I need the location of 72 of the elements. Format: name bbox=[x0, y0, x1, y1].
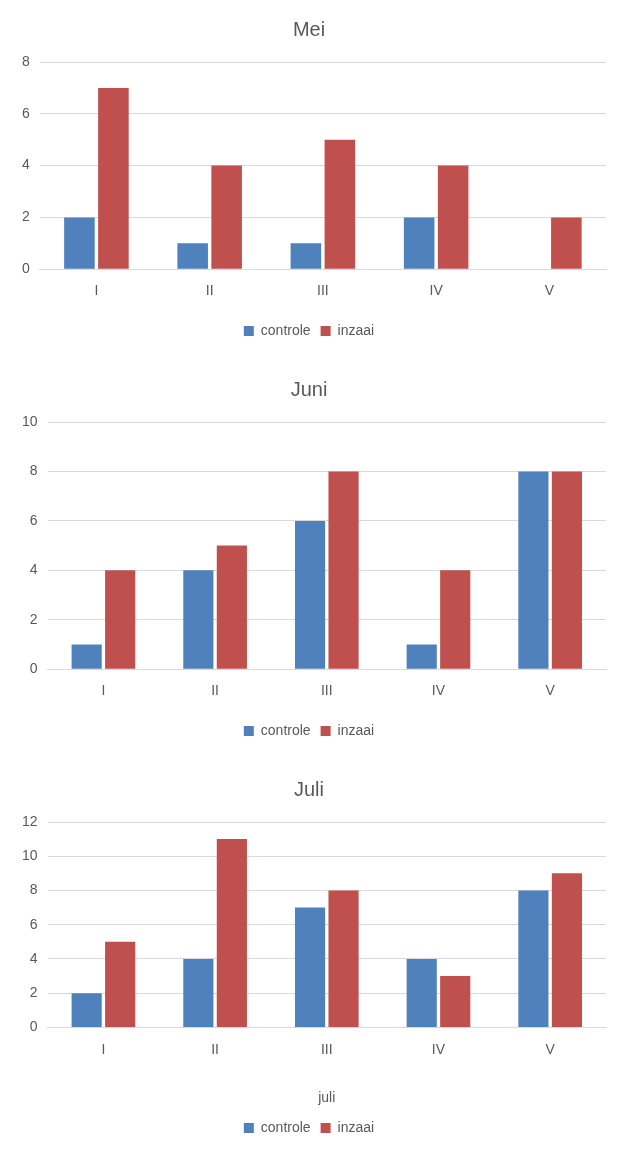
y-tick-label: 6 bbox=[29, 915, 38, 932]
y-tick-label: 4 bbox=[29, 949, 38, 966]
x-tick-label: III bbox=[317, 282, 329, 299]
x-tick-label: V bbox=[545, 682, 556, 699]
legend-label: controle bbox=[260, 1118, 311, 1135]
bar bbox=[183, 570, 214, 669]
x-tick-label: V bbox=[545, 1040, 556, 1057]
bar bbox=[324, 139, 356, 269]
chart-title: Juli bbox=[293, 777, 325, 800]
bar bbox=[551, 873, 582, 1027]
bar bbox=[518, 890, 549, 1027]
y-tick-label: 0 bbox=[21, 260, 30, 277]
bar bbox=[105, 570, 136, 669]
bar bbox=[71, 644, 102, 669]
bar bbox=[177, 243, 208, 269]
y-tick-label: 8 bbox=[29, 462, 38, 479]
x-tick-label: I bbox=[101, 682, 106, 699]
y-tick-label: 6 bbox=[29, 511, 38, 528]
bar bbox=[71, 993, 102, 1027]
y-tick-label: 8 bbox=[29, 881, 38, 898]
x-tick-label: IV bbox=[431, 682, 446, 699]
y-tick-label: 4 bbox=[29, 561, 38, 578]
y-tick-label: 0 bbox=[29, 660, 38, 677]
bar bbox=[403, 217, 435, 269]
x-tick-label: IV bbox=[431, 1040, 446, 1057]
chart-title: Juni bbox=[290, 377, 328, 400]
x-tick-label: II bbox=[211, 1040, 219, 1057]
bar bbox=[551, 471, 582, 669]
bar bbox=[294, 520, 326, 669]
bar bbox=[406, 958, 437, 1027]
legend-label: controle bbox=[260, 721, 311, 738]
x-axis-title: juli bbox=[317, 1089, 336, 1106]
y-tick-label: 2 bbox=[21, 208, 30, 225]
bar bbox=[64, 217, 95, 269]
y-tick-label: 8 bbox=[21, 52, 30, 69]
y-tick-label: 10 bbox=[21, 412, 38, 429]
y-tick-label: 6 bbox=[21, 104, 30, 121]
bar bbox=[440, 570, 471, 669]
chart-title: Mei bbox=[292, 17, 326, 40]
y-tick-label: 4 bbox=[21, 156, 30, 173]
legend-label: inzaai bbox=[337, 321, 375, 338]
bar bbox=[328, 890, 359, 1027]
bar bbox=[290, 243, 322, 269]
bar bbox=[406, 644, 437, 669]
y-tick-label: 10 bbox=[21, 847, 38, 864]
y-tick-label: 2 bbox=[29, 984, 38, 1001]
y-tick-label: 0 bbox=[29, 1018, 38, 1035]
x-tick-label: IV bbox=[429, 282, 444, 299]
bar bbox=[216, 839, 247, 1027]
bar bbox=[105, 941, 136, 1027]
bar bbox=[98, 87, 129, 269]
x-tick-label: II bbox=[211, 682, 219, 699]
bar bbox=[183, 958, 214, 1027]
x-tick-label: I bbox=[101, 1040, 106, 1057]
y-tick-label: 12 bbox=[21, 812, 38, 829]
bar bbox=[440, 976, 471, 1027]
bar bbox=[551, 217, 582, 269]
x-tick-label: III bbox=[320, 1040, 333, 1057]
bar bbox=[294, 907, 326, 1027]
x-tick-label: II bbox=[205, 282, 214, 299]
x-tick-label: V bbox=[544, 282, 555, 299]
bar bbox=[328, 471, 359, 669]
bar bbox=[216, 545, 247, 669]
bar bbox=[437, 165, 469, 269]
legend-label: controle bbox=[260, 321, 311, 338]
x-tick-label: III bbox=[320, 682, 333, 699]
y-tick-label: 2 bbox=[29, 610, 38, 627]
bar bbox=[518, 471, 549, 669]
bar bbox=[211, 165, 242, 269]
x-tick-label: I bbox=[94, 282, 99, 299]
legend-label: inzaai bbox=[337, 1118, 375, 1135]
legend-label: inzaai bbox=[337, 721, 375, 738]
